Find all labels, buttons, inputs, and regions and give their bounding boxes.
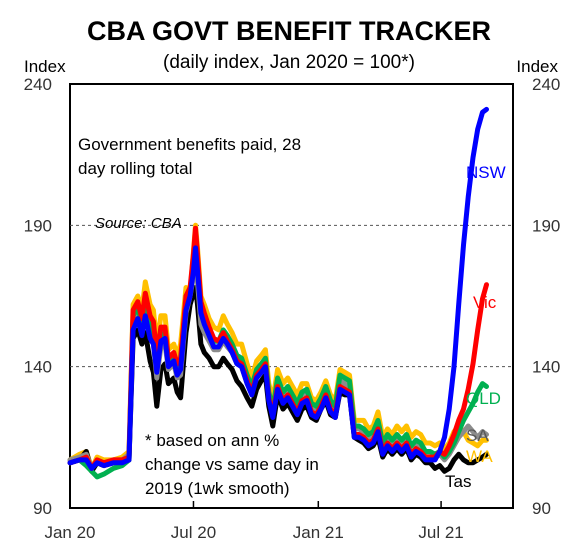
y-tick-label-right: 190 <box>532 216 560 235</box>
y-axis-unit-right: Index <box>516 57 558 76</box>
series-line-nsw <box>67 106 489 471</box>
axis-ticks: 90 90 140 140 190 190 240 240 Jan 20 Jul 20 Jan 21… <box>24 75 561 542</box>
footnote-line-3: 2019 (1wk smooth) <box>145 479 290 498</box>
x-tick-label: Jul 21 <box>418 523 463 542</box>
plot-area <box>69 83 514 509</box>
y-tick-label-right: 140 <box>532 358 560 377</box>
footnote-line-2: change vs same day in <box>145 455 319 474</box>
series-label-nsw: NSW <box>466 163 506 182</box>
series-label-tas: Tas <box>445 472 471 491</box>
y-tick-label-left: 140 <box>24 358 52 377</box>
chart-subtitle: (daily index, Jan 2020 = 100*) <box>163 52 415 73</box>
y-tick-label-left: 240 <box>24 75 52 94</box>
y-tick-label-left: 190 <box>24 216 52 235</box>
series-label-sa: SA <box>466 426 489 445</box>
chart-title: CBA GOVT BENEFIT TRACKER <box>87 16 491 46</box>
series-lines <box>67 106 489 480</box>
x-tick-label: Jul 20 <box>171 523 216 542</box>
description-line-1: Government benefits paid, 28 <box>78 135 301 154</box>
series-label-qld: QLD <box>466 389 501 408</box>
gridlines <box>70 224 513 368</box>
series-label-wa: WA <box>466 447 493 466</box>
x-tick-label: Jan 20 <box>44 523 95 542</box>
description-line-2: day rolling total <box>78 159 192 178</box>
y-axis-unit-left: Index <box>24 57 66 76</box>
series-label-vic: Vic <box>473 293 497 312</box>
footnote-line-1: * based on ann % <box>145 431 279 450</box>
x-tick-label: Jan 21 <box>293 523 344 542</box>
source-note: Source: CBA <box>95 215 182 232</box>
y-tick-label-right: 240 <box>532 75 560 94</box>
y-tick-label-left: 90 <box>33 499 52 518</box>
y-tick-label-right: 90 <box>532 499 551 518</box>
